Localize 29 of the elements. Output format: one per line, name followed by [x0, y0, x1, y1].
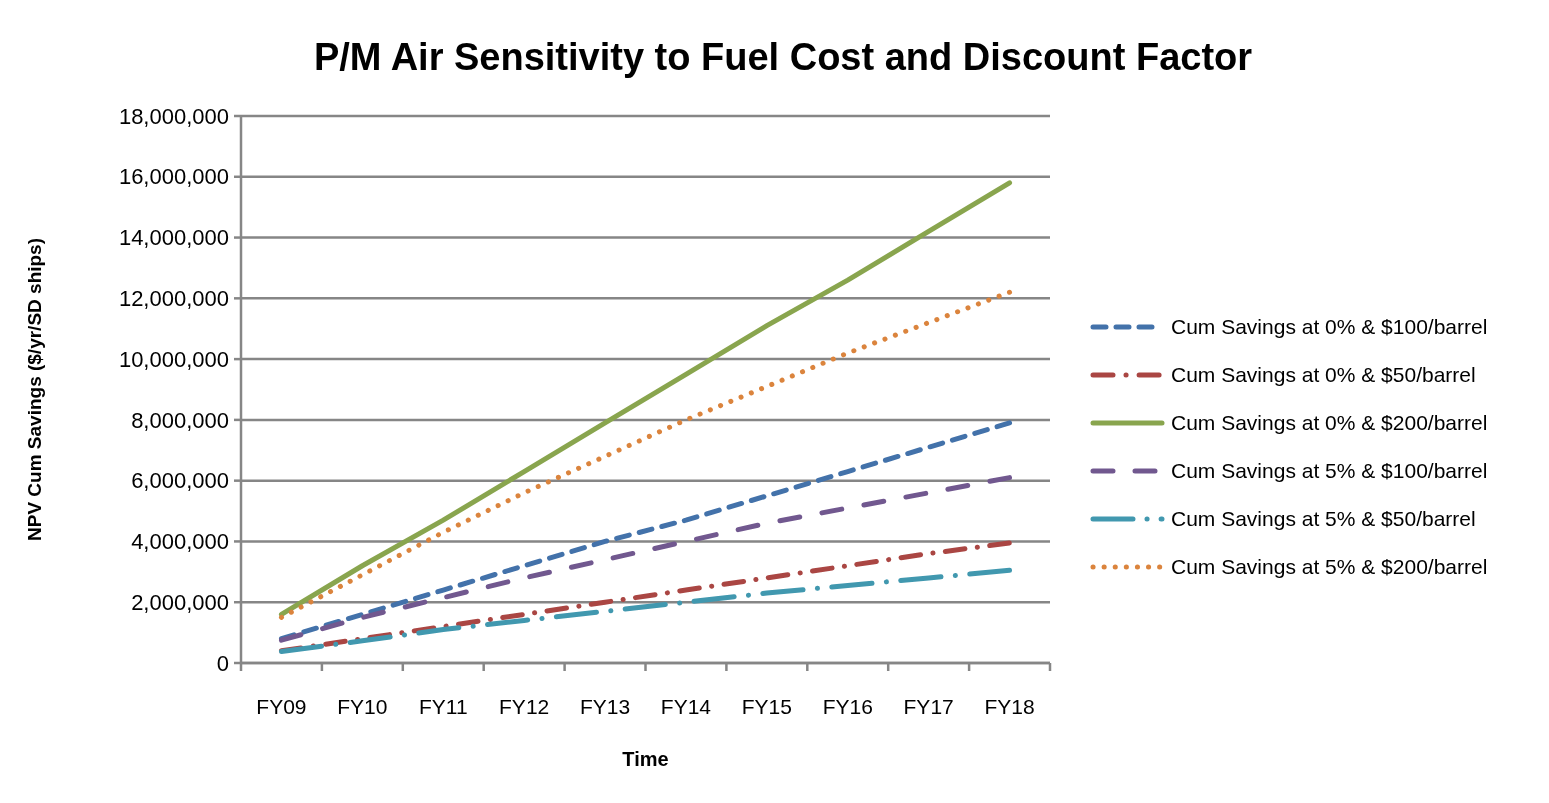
x-tick-label: FY13 [579, 695, 631, 719]
y-tick-label: 14,000,000 [118, 225, 229, 251]
x-tick-label: FY17 [903, 695, 954, 719]
x-tick-label: FY11 [418, 695, 468, 719]
y-axis-title: NPV Cum Savings ($/yr/SD ships) [23, 237, 45, 542]
chart-title: P/M Air Sensitivity to Fuel Cost and Discount Factor [313, 36, 1253, 78]
x-axis-title: Time [622, 748, 669, 770]
legend-label: Cum Savings at 5% & $100/barrel [1171, 459, 1488, 483]
y-tick-label: 18,000,000 [118, 103, 229, 129]
legend-label: Cum Savings at 0% & $200/barrel [1171, 411, 1488, 435]
x-tick-label: FY10 [337, 695, 388, 719]
y-tick-label: 10,000,000 [118, 346, 229, 372]
y-tick-label: 0 [216, 650, 229, 676]
x-tick-label: FY15 [741, 695, 792, 719]
x-tick-label: FY16 [822, 695, 873, 719]
legend-label: Cum Savings at 0% & $100/barrel [1171, 315, 1488, 339]
y-tick-label: 12,000,000 [118, 286, 229, 312]
y-tick-label: 4,000,000 [131, 529, 229, 555]
y-tick-label: 6,000,000 [131, 468, 229, 494]
x-tick-label: FY18 [984, 695, 1035, 719]
legend-label: Cum Savings at 5% & $50/barrel [1171, 507, 1476, 531]
x-tick-label: FY14 [660, 695, 712, 719]
x-tick-label: FY09 [256, 695, 307, 719]
y-tick-label: 16,000,000 [118, 164, 229, 190]
y-tick-label: 2,000,000 [131, 589, 229, 615]
x-tick-label: FY12 [499, 695, 550, 719]
legend-label: Cum Savings at 5% & $200/barrel [1171, 555, 1488, 579]
legend-label: Cum Savings at 0% & $50/barrel [1171, 363, 1476, 387]
y-tick-label: 8,000,000 [131, 407, 229, 433]
